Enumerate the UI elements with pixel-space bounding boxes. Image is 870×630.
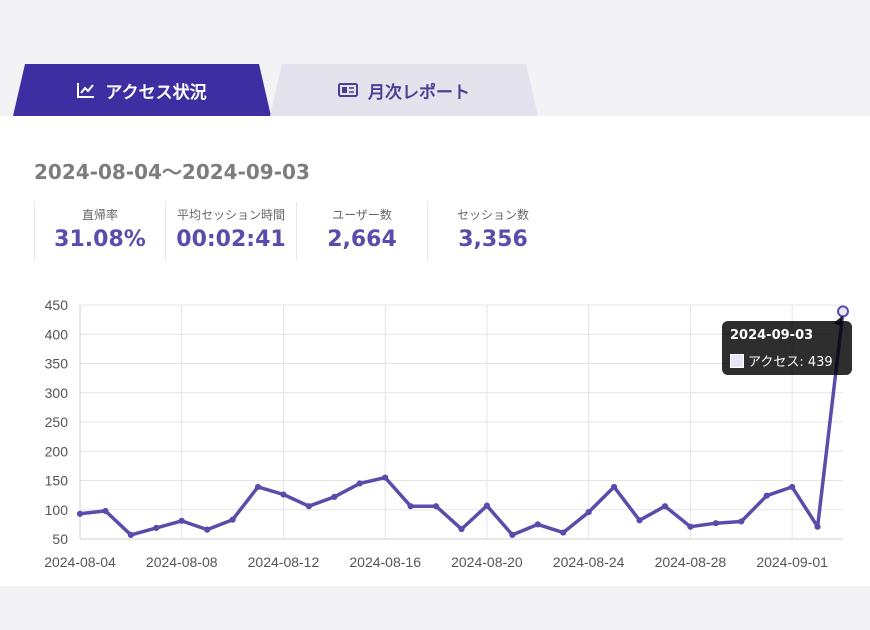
data-point xyxy=(661,503,669,510)
data-point xyxy=(254,483,262,491)
data-point xyxy=(407,503,414,510)
data-point xyxy=(738,518,745,525)
y-tick-label: 200 xyxy=(45,443,69,459)
data-point xyxy=(229,516,236,523)
stat-label: 直帰率 xyxy=(81,208,118,222)
data-point xyxy=(356,480,363,487)
x-tick-label: 2024-08-24 xyxy=(553,554,625,570)
tab-label: 月次レポート xyxy=(368,82,470,103)
x-tick-label: 2024-08-16 xyxy=(349,554,421,570)
stat-label: ユーザー数 xyxy=(332,208,392,222)
x-tick-label: 2024-08-12 xyxy=(248,554,320,570)
x-tick-label: 2024-08-04 xyxy=(44,554,116,570)
data-point xyxy=(483,502,491,509)
x-tick-label: 2024-08-08 xyxy=(146,554,218,570)
data-point xyxy=(178,517,185,524)
data-point xyxy=(837,305,849,318)
stat-users: ユーザー数 2,664 xyxy=(296,202,427,260)
tooltip-value: アクセス: 439 xyxy=(748,355,833,370)
y-tick-label: 50 xyxy=(52,531,68,547)
chart-tooltip: 2024-09-03 アクセス: 439 xyxy=(722,321,852,375)
x-tick-label: 2024-08-20 xyxy=(451,554,523,570)
x-tick-label: 2024-08-28 xyxy=(655,554,727,570)
data-point xyxy=(509,531,516,539)
data-point xyxy=(585,508,592,516)
tab-access-status[interactable]: アクセス状況 xyxy=(13,64,271,116)
data-point xyxy=(789,483,796,491)
newspaper-icon xyxy=(338,82,358,98)
date-range: 2024-08-04〜2024-09-03 xyxy=(34,160,310,184)
data-point xyxy=(687,523,694,530)
stat-value: 3,356 xyxy=(458,227,528,252)
data-point xyxy=(76,510,84,517)
stat-avg-session-time: 平均セッション時間 00:02:41 xyxy=(165,202,296,260)
data-point xyxy=(102,507,109,515)
stat-value: 2,664 xyxy=(327,227,397,252)
data-point xyxy=(305,503,312,510)
x-tick-label: 2024-09-01 xyxy=(756,554,828,570)
data-point xyxy=(814,523,821,530)
data-point xyxy=(280,491,287,498)
y-tick-label: 300 xyxy=(45,385,69,401)
y-tick-label: 400 xyxy=(45,326,69,342)
data-point xyxy=(204,526,211,533)
y-tick-label: 350 xyxy=(45,356,69,372)
data-point xyxy=(458,525,465,533)
data-point xyxy=(611,483,618,491)
data-point xyxy=(636,517,643,524)
tab-label: アクセス状況 xyxy=(105,82,207,103)
y-tick-label: 450 xyxy=(45,297,69,313)
stat-sessions: セッション数 3,356 xyxy=(427,202,558,260)
data-point xyxy=(763,492,770,499)
y-tick-label: 100 xyxy=(45,502,69,518)
stat-bounce-rate: 直帰率 31.08% xyxy=(34,202,165,260)
data-point xyxy=(382,474,389,481)
y-tick-label: 250 xyxy=(45,414,69,430)
stat-value: 31.08% xyxy=(54,227,146,252)
data-point xyxy=(712,520,719,527)
data-point xyxy=(153,524,160,531)
stat-label: 平均セッション時間 xyxy=(176,208,285,222)
tooltip-row: アクセス: 439 xyxy=(730,351,833,370)
tab-monthly-report[interactable]: 月次レポート xyxy=(270,64,538,116)
tooltip-swatch xyxy=(730,353,744,368)
data-point xyxy=(560,529,567,536)
data-point xyxy=(331,493,338,500)
page-footer-area xyxy=(0,586,870,630)
stat-value: 00:02:41 xyxy=(176,227,286,252)
stat-label: セッション数 xyxy=(456,208,529,222)
line-chart-icon xyxy=(77,82,95,98)
data-point xyxy=(534,521,541,528)
data-point xyxy=(127,531,134,539)
tooltip-date: 2024-09-03 xyxy=(730,328,814,343)
data-point xyxy=(432,503,440,510)
access-line-chart: 50 100 150 200 250 300 350 400 450 2024-08-04 2024… xyxy=(44,297,849,570)
tab-bar: アクセス状況 月次レポート xyxy=(0,0,870,116)
y-tick-label: 150 xyxy=(45,473,69,489)
